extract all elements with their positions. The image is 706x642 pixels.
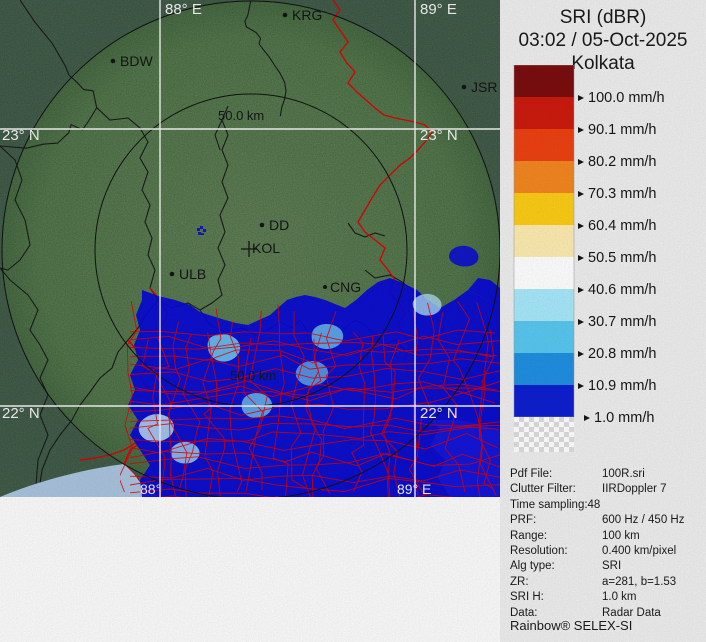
svg-text:70.3 mm/h: 70.3 mm/h xyxy=(588,186,657,202)
svg-text:JSR: JSR xyxy=(471,79,497,95)
svg-text:40.6 mm/h: 40.6 mm/h xyxy=(588,282,657,298)
svg-text:CNG: CNG xyxy=(330,279,361,295)
svg-text:50.0 km: 50.0 km xyxy=(218,108,264,123)
svg-text:10.9 mm/h: 10.9 mm/h xyxy=(588,378,657,394)
svg-text:30.7 mm/h: 30.7 mm/h xyxy=(588,314,657,330)
svg-text:89° E: 89° E xyxy=(420,1,457,18)
svg-text:80.2 mm/h: 80.2 mm/h xyxy=(588,154,657,170)
svg-text:100.0 mm/h: 100.0 mm/h xyxy=(588,90,665,106)
svg-text:20.8 mm/h: 20.8 mm/h xyxy=(588,346,657,362)
svg-text:22° N: 22° N xyxy=(420,405,458,422)
svg-text:DD: DD xyxy=(269,217,289,233)
svg-text:88°: 88° xyxy=(140,481,161,497)
svg-text:BDW: BDW xyxy=(120,53,153,69)
svg-text:KRG: KRG xyxy=(292,7,322,23)
svg-text:60.4 mm/h: 60.4 mm/h xyxy=(588,218,657,234)
svg-text:KOL: KOL xyxy=(252,240,280,256)
svg-text:89° E: 89° E xyxy=(397,481,431,497)
svg-text:1.0 mm/h: 1.0 mm/h xyxy=(594,410,654,425)
svg-text:23° N: 23° N xyxy=(2,127,40,144)
svg-text:23° N: 23° N xyxy=(420,127,458,144)
svg-text:88° E: 88° E xyxy=(165,1,202,18)
svg-text:50.5 mm/h: 50.5 mm/h xyxy=(588,250,657,266)
svg-text:22° N: 22° N xyxy=(2,405,40,422)
svg-text:ULB: ULB xyxy=(179,266,206,282)
svg-text:90.1 mm/h: 90.1 mm/h xyxy=(588,122,657,138)
svg-text:50.0 km: 50.0 km xyxy=(230,368,276,383)
